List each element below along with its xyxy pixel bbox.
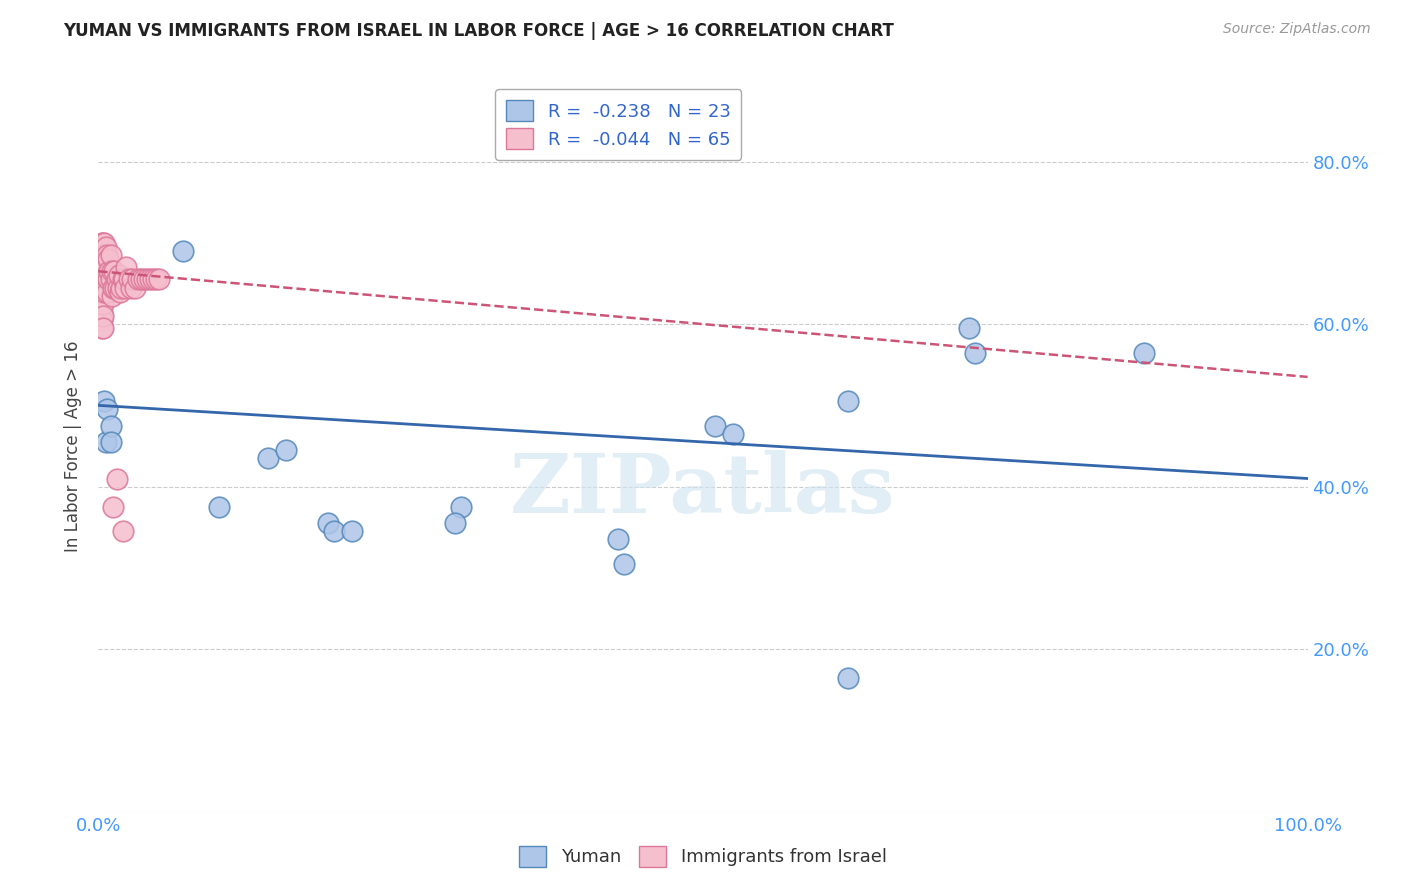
Point xyxy=(97,252,120,266)
Text: YUMAN VS IMMIGRANTS FROM ISRAEL IN LABOR FORCE | AGE > 16 CORRELATION CHART: YUMAN VS IMMIGRANTS FROM ISRAEL IN LABOR… xyxy=(63,22,894,40)
Point xyxy=(111,524,134,539)
Point xyxy=(91,288,114,302)
Point xyxy=(613,557,636,571)
Point xyxy=(91,321,114,335)
Point xyxy=(208,500,231,514)
Point xyxy=(100,434,122,449)
Point xyxy=(114,280,136,294)
Point xyxy=(837,394,859,409)
Point xyxy=(96,248,118,262)
Point xyxy=(723,426,745,441)
Point xyxy=(94,434,117,449)
Point xyxy=(1133,345,1156,359)
Point xyxy=(704,418,727,433)
Point xyxy=(107,280,129,294)
Point xyxy=(127,272,149,286)
Point xyxy=(957,321,980,335)
Point xyxy=(105,471,128,485)
Point xyxy=(100,272,122,286)
Point xyxy=(93,248,115,262)
Point xyxy=(607,533,630,547)
Point xyxy=(98,264,121,278)
Point xyxy=(837,671,859,685)
Point xyxy=(91,309,114,323)
Legend: R =  -0.238   N = 23, R =  -0.044   N = 65: R = -0.238 N = 23, R = -0.044 N = 65 xyxy=(495,89,741,160)
Point xyxy=(139,272,162,286)
Point xyxy=(105,272,128,286)
Text: Source: ZipAtlas.com: Source: ZipAtlas.com xyxy=(1223,22,1371,37)
Point xyxy=(342,524,364,539)
Point xyxy=(90,240,112,254)
Point xyxy=(450,500,472,514)
Point xyxy=(129,272,152,286)
Point xyxy=(91,248,114,262)
Point xyxy=(93,260,115,275)
Point xyxy=(112,272,135,286)
Point xyxy=(91,264,114,278)
Point xyxy=(91,280,114,294)
Point xyxy=(91,297,114,311)
Point xyxy=(91,272,114,286)
Point xyxy=(965,345,987,359)
Text: ZIPatlas: ZIPatlas xyxy=(510,450,896,530)
Point xyxy=(93,394,115,409)
Point xyxy=(120,280,142,294)
Point xyxy=(111,272,134,286)
Point xyxy=(91,313,114,327)
Point xyxy=(100,288,122,302)
Point xyxy=(96,402,118,417)
Point xyxy=(91,235,114,250)
Point xyxy=(100,248,122,262)
Point xyxy=(93,285,115,299)
Point xyxy=(104,280,127,294)
Point xyxy=(93,235,115,250)
Point xyxy=(316,516,339,531)
Point xyxy=(91,244,114,258)
Point xyxy=(97,272,120,286)
Point xyxy=(323,524,346,539)
Y-axis label: In Labor Force | Age > 16: In Labor Force | Age > 16 xyxy=(65,340,83,552)
Point xyxy=(135,272,157,286)
Point xyxy=(94,260,117,275)
Point xyxy=(108,268,131,283)
Point xyxy=(110,280,132,294)
Point xyxy=(93,272,115,286)
Point xyxy=(96,268,118,283)
Point xyxy=(100,264,122,278)
Point xyxy=(100,418,122,433)
Point xyxy=(134,272,156,286)
Point xyxy=(172,244,194,258)
Point xyxy=(91,248,114,262)
Point xyxy=(103,264,125,278)
Point xyxy=(91,272,114,286)
Point xyxy=(256,451,278,466)
Point xyxy=(101,500,124,514)
Point xyxy=(145,272,167,286)
Point xyxy=(94,240,117,254)
Point xyxy=(115,260,138,275)
Legend: Yuman, Immigrants from Israel: Yuman, Immigrants from Israel xyxy=(512,838,894,874)
Point xyxy=(142,272,165,286)
Point xyxy=(91,235,114,250)
Point xyxy=(108,285,131,299)
Point xyxy=(444,516,467,531)
Point xyxy=(118,272,141,286)
Point xyxy=(101,280,124,294)
Point xyxy=(96,285,118,299)
Point xyxy=(91,321,114,335)
Point xyxy=(91,285,114,299)
Point xyxy=(148,272,170,286)
Point xyxy=(124,280,146,294)
Point xyxy=(274,443,297,458)
Point xyxy=(91,305,114,319)
Point xyxy=(91,297,114,311)
Point xyxy=(121,272,143,286)
Point xyxy=(91,256,114,270)
Point xyxy=(91,260,114,275)
